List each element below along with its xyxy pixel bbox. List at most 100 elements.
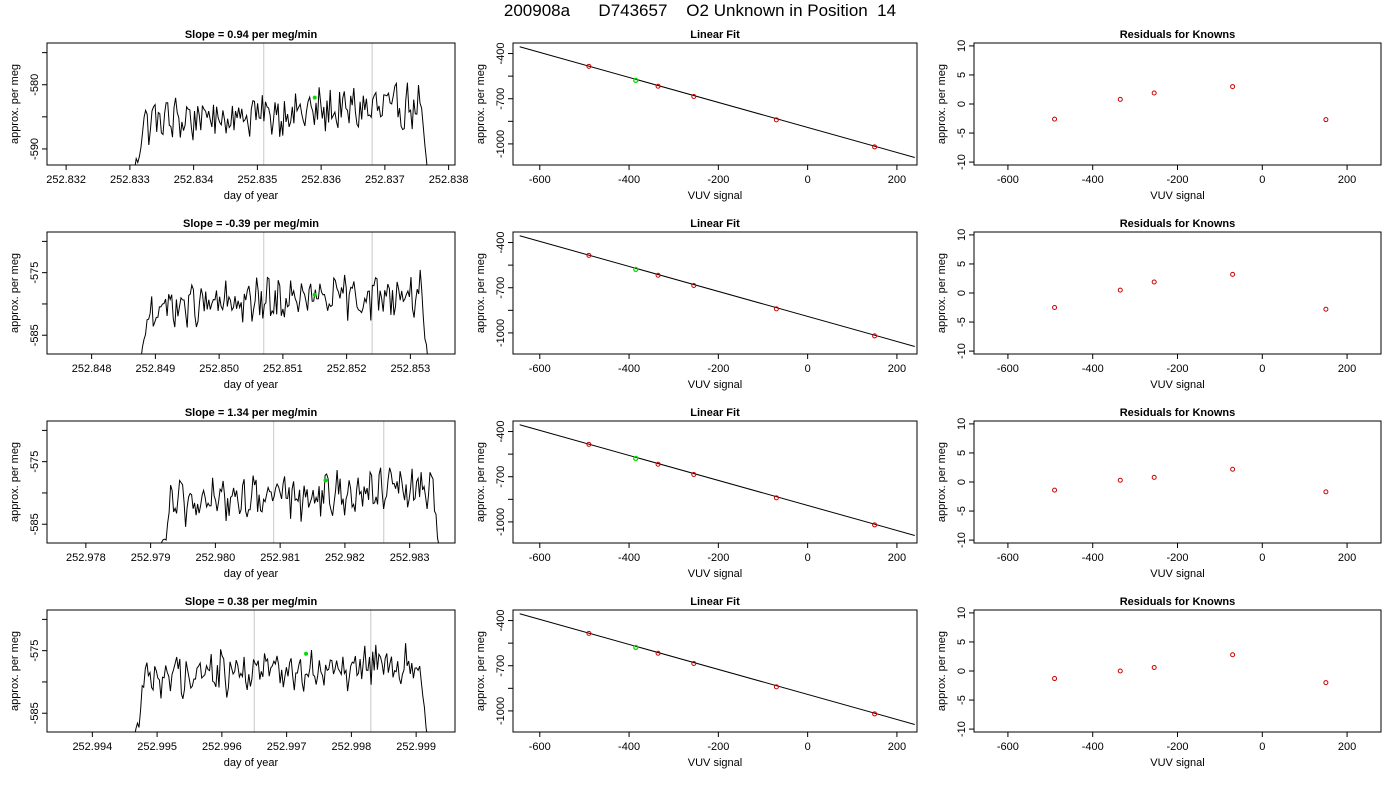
panel-title: Residuals for Knowns: [1120, 218, 1236, 230]
unknown-marker: [312, 292, 317, 297]
plot-area: [134, 43, 428, 165]
plot-area: [1052, 466, 1329, 495]
y-tick-label: 10: [956, 418, 968, 430]
x-tick-label: 0: [805, 174, 811, 186]
known-point: [655, 650, 661, 656]
panel-title: Slope = 0.38 per meg/min: [185, 596, 318, 608]
x-tick-label: 200: [1338, 741, 1356, 753]
panel-title: Linear Fit: [690, 218, 740, 230]
residual-point: [1052, 116, 1058, 122]
plot-frame: [973, 231, 1382, 355]
y-axis-label: approx. per meg: [936, 253, 948, 333]
residual-point: [1117, 477, 1123, 483]
x-tick-label: 252.835: [237, 174, 277, 186]
fit-line: [519, 46, 915, 158]
panel-title: Linear Fit: [690, 407, 740, 419]
x-tick-label: 252.996: [202, 741, 242, 753]
x-tick-label: -400: [618, 741, 640, 753]
y-tick-label: 10: [956, 607, 968, 619]
panel-title: Residuals for Knowns: [1120, 407, 1236, 419]
plot-area: [1052, 271, 1329, 312]
residual-point: [1151, 474, 1157, 480]
y-tick-label: -400: [495, 421, 507, 443]
x-tick-label: -600: [997, 552, 1019, 564]
x-tick-label: 200: [888, 363, 906, 375]
y-axis-label: approx. per meg: [475, 631, 487, 711]
y-axis-label: approx. per meg: [9, 631, 21, 711]
plot-area: [519, 46, 915, 158]
known-point: [872, 144, 878, 150]
x-tick-label: -600: [997, 174, 1019, 186]
y-tick-label: 0: [956, 479, 968, 485]
x-tick-label: -200: [1166, 174, 1188, 186]
residual-point: [1052, 676, 1058, 682]
x-tick-label: 252.850: [199, 363, 239, 375]
x-tick-label: -400: [1082, 741, 1104, 753]
x-tick-label: 0: [1259, 174, 1265, 186]
plot-area: [141, 232, 428, 354]
residual-point: [1323, 489, 1329, 495]
panel-linear_fit-row-4: Linear Fit -600 -400 -200 0 200 -400 -700 -1000 V…: [475, 596, 918, 769]
x-tick-label: 252.851: [263, 363, 303, 375]
y-tick-label: -10: [956, 154, 968, 170]
plot-area: [519, 613, 915, 725]
known-point: [691, 660, 697, 666]
unknown-point: [633, 77, 639, 84]
residual-point: [1230, 84, 1236, 90]
x-tick-label: -600: [529, 174, 551, 186]
y-tick-label: 10: [956, 40, 968, 52]
y-axis-label: approx. per meg: [936, 64, 948, 144]
x-tick-label: 252.848: [72, 363, 112, 375]
plot-frame: [512, 42, 918, 166]
y-tick-label: -1000: [495, 130, 507, 158]
x-axis-label: VUV signal: [1150, 757, 1204, 769]
plot-frame: [46, 231, 456, 355]
x-tick-label: -600: [529, 363, 551, 375]
x-tick-label: 0: [805, 363, 811, 375]
y-tick-label: 5: [956, 450, 968, 456]
y-tick-label: 5: [956, 72, 968, 78]
x-tick-label: -200: [707, 363, 729, 375]
panel-slope-row-3: Slope = 1.34 per meg/min 252.978 252.979 25…: [9, 407, 456, 580]
residual-point: [1117, 668, 1123, 674]
x-axis-label: VUV signal: [688, 190, 742, 202]
plot-frame: [512, 420, 918, 544]
y-tick-label: 10: [956, 229, 968, 241]
x-tick-label: 252.983: [390, 552, 430, 564]
residual-point: [1323, 306, 1329, 312]
x-tick-label: 200: [888, 741, 906, 753]
x-tick-label: 252.982: [325, 552, 365, 564]
x-tick-label: 252.834: [174, 174, 214, 186]
known-point: [872, 711, 878, 717]
panel-slope-row-2: Slope = -0.39 per meg/min 252.848 252.849 2…: [9, 218, 456, 391]
x-tick-label: 0: [1259, 552, 1265, 564]
known-point: [773, 117, 779, 123]
plot-frame: [46, 420, 456, 544]
known-point: [586, 630, 592, 636]
x-tick-label: 252.978: [66, 552, 106, 564]
x-tick-label: 0: [805, 552, 811, 564]
x-tick-label: 252.849: [135, 363, 175, 375]
x-tick-label: 252.999: [396, 741, 436, 753]
known-point: [691, 93, 697, 99]
fit-line: [519, 424, 915, 536]
y-tick-label: -575: [29, 451, 41, 473]
residual-point: [1151, 279, 1157, 285]
y-tick-label: -585: [29, 702, 41, 724]
data-trace: [134, 81, 428, 165]
y-tick-label: -585: [29, 324, 41, 346]
panel-residuals-row-1: Residuals for Knowns -600 -400 -200 0 200 10 5 0…: [936, 29, 1382, 202]
plot-frame: [973, 42, 1382, 166]
panel-slope-row-4: Slope = 0.38 per meg/min 252.994 252.995 25…: [9, 596, 456, 769]
panel-title: Residuals for Knowns: [1120, 29, 1236, 41]
plot-frame: [973, 609, 1382, 733]
data-trace: [134, 643, 428, 732]
x-tick-label: 252.832: [46, 174, 86, 186]
y-tick-label: -700: [495, 655, 507, 677]
y-tick-label: -590: [29, 138, 41, 160]
y-axis-label: approx. per meg: [9, 253, 21, 333]
x-tick-label: -600: [997, 741, 1019, 753]
x-tick-label: 252.998: [331, 741, 371, 753]
y-axis-label: approx. per meg: [475, 64, 487, 144]
